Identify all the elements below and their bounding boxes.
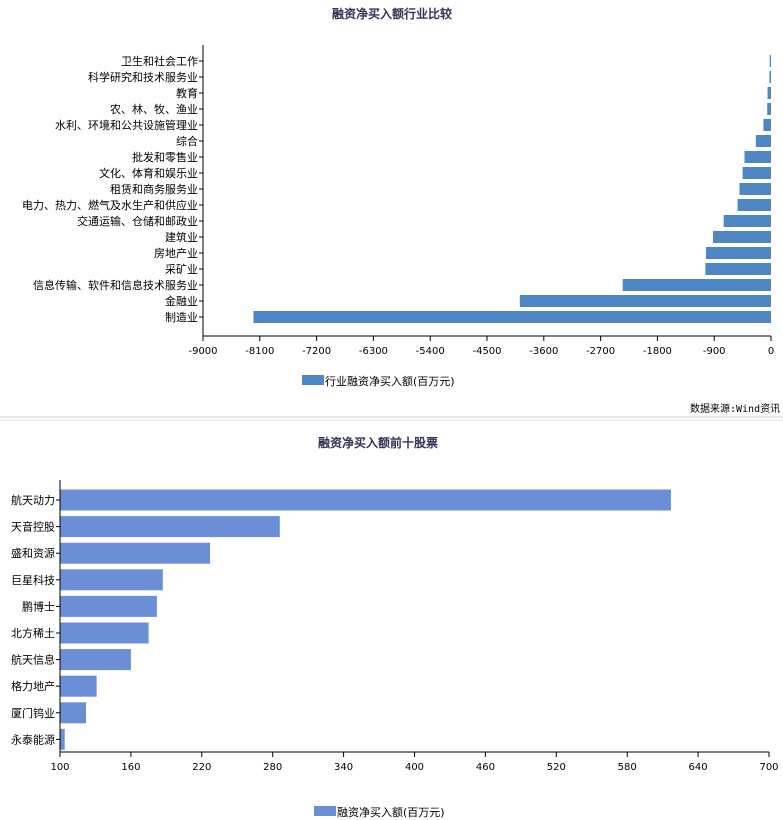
- category-label: 航天动力: [11, 493, 55, 507]
- x-tick-label: 580: [618, 762, 637, 773]
- category-label: 租赁和商务服务业: [110, 182, 198, 196]
- category-label: 卫生和社会工作: [121, 54, 198, 68]
- industry-chart: 融资净买入额行业比较 卫生和社会工作科学研究和技术服务业教育农、林、牧、渔业水利…: [22, 6, 780, 415]
- bar: [769, 55, 771, 67]
- category-label: 采矿业: [165, 263, 198, 276]
- bar: [60, 516, 280, 538]
- category-label: 金融业: [165, 294, 198, 308]
- x-tick-label: 700: [759, 762, 778, 773]
- bar: [60, 728, 65, 750]
- x-tick-label: 640: [689, 762, 708, 773]
- x-tick-label: 160: [121, 762, 140, 773]
- category-label: 天音控股: [11, 520, 55, 534]
- x-tick-label: -3600: [529, 346, 558, 357]
- bar: [60, 489, 671, 511]
- bar: [767, 103, 771, 115]
- bar: [60, 622, 149, 644]
- category-label: 教育: [176, 86, 198, 100]
- legend-swatch: [314, 806, 336, 816]
- category-label: 永泰能源: [11, 732, 55, 746]
- x-tick-label: -7200: [302, 346, 331, 357]
- category-label: 交通运输、仓储和邮政业: [77, 214, 198, 228]
- legend-label: 融资净买入额(百万元): [337, 805, 445, 819]
- bar: [744, 151, 771, 163]
- chart-title: 融资净买入额前十股票: [318, 435, 438, 450]
- category-label: 文化、体育和娱乐业: [99, 166, 198, 180]
- category-label: 制造业: [165, 310, 198, 324]
- x-tick-label: -4500: [472, 346, 501, 357]
- bar: [705, 263, 771, 275]
- x-tick-label: -9000: [188, 346, 217, 357]
- category-label: 水利、环境和公共设施管理业: [55, 118, 198, 132]
- bar: [737, 199, 771, 211]
- category-label: 房地产业: [154, 246, 198, 260]
- bar: [60, 649, 131, 671]
- bar: [253, 311, 771, 323]
- category-label: 盛和资源: [11, 546, 55, 560]
- x-tick-label: -2700: [586, 346, 615, 357]
- x-tick-label: -8100: [245, 346, 274, 357]
- category-label: 信息传输、软件和信息技术服务业: [33, 278, 198, 292]
- x-tick-label: 400: [405, 762, 424, 773]
- bar: [60, 569, 163, 591]
- bar: [705, 247, 771, 259]
- category-label: 巨星科技: [11, 573, 55, 587]
- legend-swatch: [302, 375, 324, 385]
- bar: [60, 595, 157, 617]
- bar: [622, 279, 771, 291]
- stock-chart: 融资净买入额前十股票 航天动力天音控股盛和资源巨星科技鹏博士北方稀土航天信息格力…: [11, 435, 779, 819]
- x-tick-label: -1800: [643, 346, 672, 357]
- bar: [712, 231, 771, 243]
- x-tick-label: 520: [547, 762, 566, 773]
- x-tick-label: 340: [334, 762, 353, 773]
- bar: [60, 542, 211, 564]
- category-label: 综合: [176, 134, 198, 148]
- category-label: 格力地产: [11, 679, 55, 693]
- bar: [767, 87, 771, 99]
- category-label: 厦门钨业: [11, 706, 55, 720]
- category-label: 批发和零售业: [132, 150, 198, 164]
- bar: [742, 167, 771, 179]
- x-tick-label: 0: [768, 346, 774, 357]
- x-tick-label: -6300: [359, 346, 388, 357]
- bar: [723, 215, 771, 227]
- category-label: 北方稀土: [11, 626, 55, 640]
- x-tick-label: 220: [192, 762, 211, 773]
- bar: [519, 295, 771, 307]
- category-label: 建筑业: [165, 230, 198, 244]
- category-label: 鹏博士: [22, 600, 55, 613]
- x-tick-label: 100: [50, 762, 69, 773]
- x-tick-label: 280: [263, 762, 282, 773]
- x-tick-label: -5400: [416, 346, 445, 357]
- x-tick-label: 460: [476, 762, 495, 773]
- category-label: 科学研究和技术服务业: [88, 70, 198, 84]
- bar: [60, 702, 86, 724]
- legend-label: 行业融资净买入额(百万元): [325, 374, 455, 388]
- category-label: 农、林、牧、渔业: [110, 102, 198, 116]
- category-label: 电力、热力、燃气及水生产和供应业: [22, 198, 198, 212]
- bar: [769, 71, 771, 83]
- bar: [739, 183, 771, 195]
- bar: [763, 119, 771, 131]
- bar: [60, 675, 97, 697]
- chart-title: 融资净买入额行业比较: [332, 6, 452, 21]
- category-label: 航天信息: [11, 653, 55, 667]
- bar: [755, 135, 771, 147]
- data-source: 数据来源:Wind资讯: [690, 402, 780, 415]
- x-tick-label: -900: [703, 346, 726, 357]
